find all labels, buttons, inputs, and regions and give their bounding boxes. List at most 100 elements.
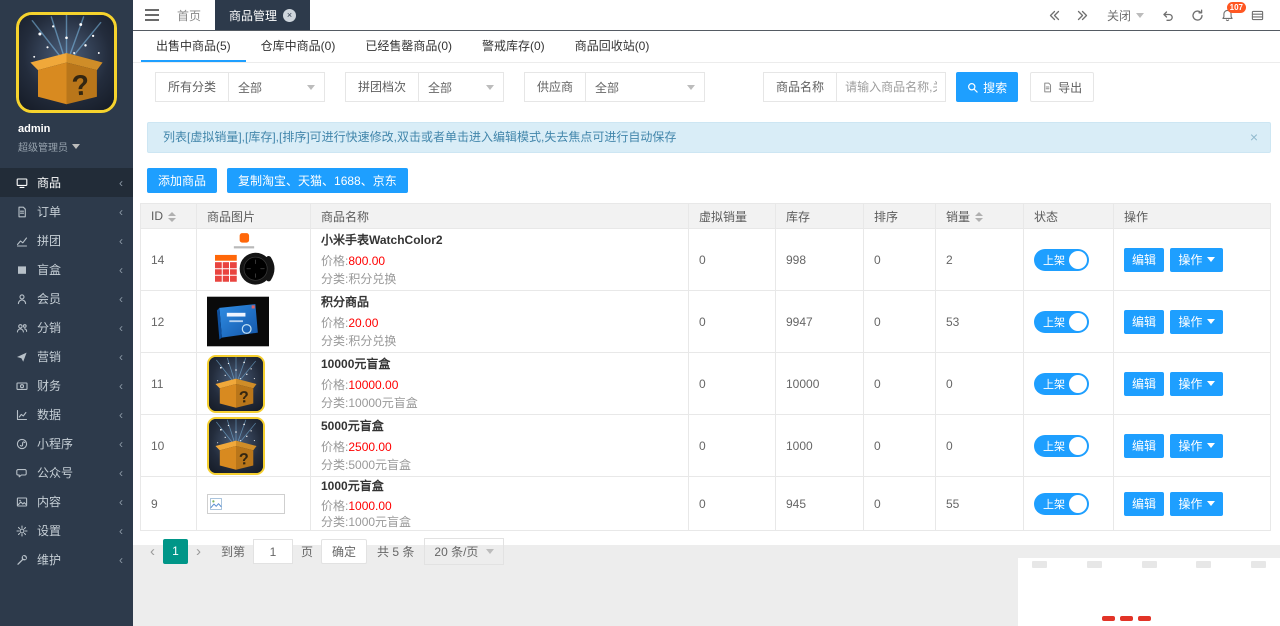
cell-sales: 53 [935,290,1024,353]
supplier-select[interactable]: 全部 [585,72,706,102]
product-thumbnail[interactable] [207,293,269,350]
prev-page-button[interactable]: ‹ [150,543,155,560]
monitor-icon [16,177,28,188]
status-toggle[interactable]: 上架 [1034,310,1089,333]
cell-stock[interactable]: 1000 [775,414,864,477]
refresh-icon[interactable] [1191,9,1204,22]
edit-button[interactable]: 编辑 [1124,371,1165,396]
hamburger-menu-icon[interactable] [133,0,163,30]
actions-dropdown-button[interactable]: 操作 [1170,309,1224,334]
cell-virtual-sales[interactable]: 0 [688,352,776,415]
sidebar-item-goods[interactable]: 商品 ‹ [0,168,133,197]
chat-widget[interactable] [1018,558,1280,626]
next-page-button[interactable]: › [196,543,201,560]
sidebar-item-groupbuy[interactable]: 拼团 ‹ [0,226,133,255]
cell-sort[interactable]: 0 [863,414,936,477]
status-toggle[interactable]: 上架 [1034,248,1089,271]
search-icon [968,82,978,93]
sidebar-item-miniprogram[interactable]: 小程序 ‹ [0,429,133,458]
export-button[interactable]: 导出 [1030,72,1095,102]
search-button[interactable]: 搜索 [956,72,1019,102]
edit-button[interactable]: 编辑 [1124,433,1165,458]
sidebar-item-marketing[interactable]: 营销 ‹ [0,342,133,371]
topbar-tab-goods-management[interactable]: 商品管理 × [215,0,311,30]
sidebar-item-distribution[interactable]: 分销 ‹ [0,313,133,342]
sidebar-item-data[interactable]: 数据 ‹ [0,400,133,429]
product-thumbnail[interactable] [207,354,265,413]
actions-dropdown-button[interactable]: 操作 [1170,491,1224,516]
supplier-filter-label: 供应商 [524,72,587,102]
cell-virtual-sales[interactable]: 0 [688,228,776,291]
file-icon [18,206,26,217]
sort-id-control[interactable] [168,211,176,222]
chevron-left-icon: ‹ [119,320,123,335]
tab-on-sale[interactable]: 出售中商品(5) [141,31,246,62]
cell-stock[interactable]: 998 [775,228,864,291]
status-toggle[interactable]: 上架 [1034,372,1089,395]
tab-recycle-bin[interactable]: 商品回收站(0) [574,39,650,53]
edit-button[interactable]: 编辑 [1124,247,1165,272]
tab-stock-alert[interactable]: 警戒库存(0) [482,39,545,53]
add-goods-button[interactable]: 添加商品 [147,168,218,193]
cell-sort[interactable]: 0 [863,352,936,415]
sidebar-item-maintenance[interactable]: 维护 ‹ [0,545,133,574]
cell-sort[interactable]: 0 [863,476,936,531]
close-tabs-dropdown[interactable]: 关闭 [1107,7,1144,24]
chevron-down-icon [307,84,316,90]
notifications-bell-icon[interactable]: 107 [1221,1,1246,22]
groupbuy-select[interactable]: 全部 [418,72,505,102]
category-select[interactable]: 全部 [228,72,326,102]
broken-image-placeholder[interactable] [207,493,285,514]
product-category: 1000元盲盒 [348,515,412,529]
close-tab-icon[interactable]: × [283,8,297,22]
cell-virtual-sales[interactable]: 0 [688,414,776,477]
sidebar-item-blindbox[interactable]: 盲盒 ‹ [0,255,133,284]
sidebar-item-content[interactable]: 内容 ‹ [0,487,133,516]
cell-stock[interactable]: 945 [775,476,864,531]
tab-sold-out[interactable]: 已经售罄商品(0) [365,39,453,53]
cell-sort[interactable]: 0 [863,228,936,291]
sidebar-item-finance[interactable]: 财务 ‹ [0,371,133,400]
goto-confirm-button[interactable]: 确定 [321,539,368,564]
close-icon[interactable]: × [1249,129,1258,145]
status-toggle[interactable]: 上架 [1034,434,1089,457]
product-thumbnail[interactable] [207,230,281,289]
goto-page-input[interactable] [253,539,294,564]
cell-stock[interactable]: 9947 [775,290,864,353]
page-size-select[interactable]: 20 条/页 [424,538,505,565]
tab-in-warehouse[interactable]: 仓库中商品(0) [260,39,336,53]
cell-stock[interactable]: 10000 [775,352,864,415]
sidebar-item-members[interactable]: 会员 ‹ [0,284,133,313]
cell-virtual-sales[interactable]: 0 [688,290,776,353]
edit-button[interactable]: 编辑 [1124,491,1165,516]
sidebar-item-official-account[interactable]: 公众号 ‹ [0,458,133,487]
user-role-dropdown[interactable]: 超级管理员 [18,139,133,154]
cell-sales: 2 [935,228,1024,291]
actions-dropdown-button[interactable]: 操作 [1170,247,1224,272]
product-price: 10000.00 [348,378,399,392]
sidebar-item-settings[interactable]: 设置 ‹ [0,516,133,545]
users-icon [16,323,28,333]
goods-name-input[interactable] [836,72,947,102]
cell-id: 10 [140,414,197,477]
goods-status-tabs: 出售中商品(5) 仓库中商品(0) 已经售罄商品(0) 警戒库存(0) 商品回收… [133,31,1280,63]
copy-from-platforms-button[interactable]: 复制淘宝、天猫、1688、京东 [227,168,408,193]
layout-icon[interactable] [1251,9,1264,22]
cell-virtual-sales[interactable]: 0 [688,476,776,531]
scroll-tabs-left-icon[interactable] [1047,9,1060,22]
undo-icon[interactable] [1161,9,1174,22]
cell-sort[interactable]: 0 [863,290,936,353]
product-thumbnail[interactable] [207,416,265,475]
actions-dropdown-button[interactable]: 操作 [1170,433,1224,458]
scroll-tabs-right-icon[interactable] [1077,9,1090,22]
status-toggle[interactable]: 上架 [1034,492,1089,515]
edit-button[interactable]: 编辑 [1124,309,1165,334]
topbar-tab-home[interactable]: 首页 [177,8,202,23]
col-id: ID [140,203,197,229]
chevron-down-icon [1136,12,1144,18]
sort-sales-control[interactable] [975,212,984,223]
paper-plane-icon [17,352,27,362]
current-page[interactable]: 1 [163,539,188,564]
actions-dropdown-button[interactable]: 操作 [1170,371,1224,396]
sidebar-item-orders[interactable]: 订单 ‹ [0,197,133,226]
